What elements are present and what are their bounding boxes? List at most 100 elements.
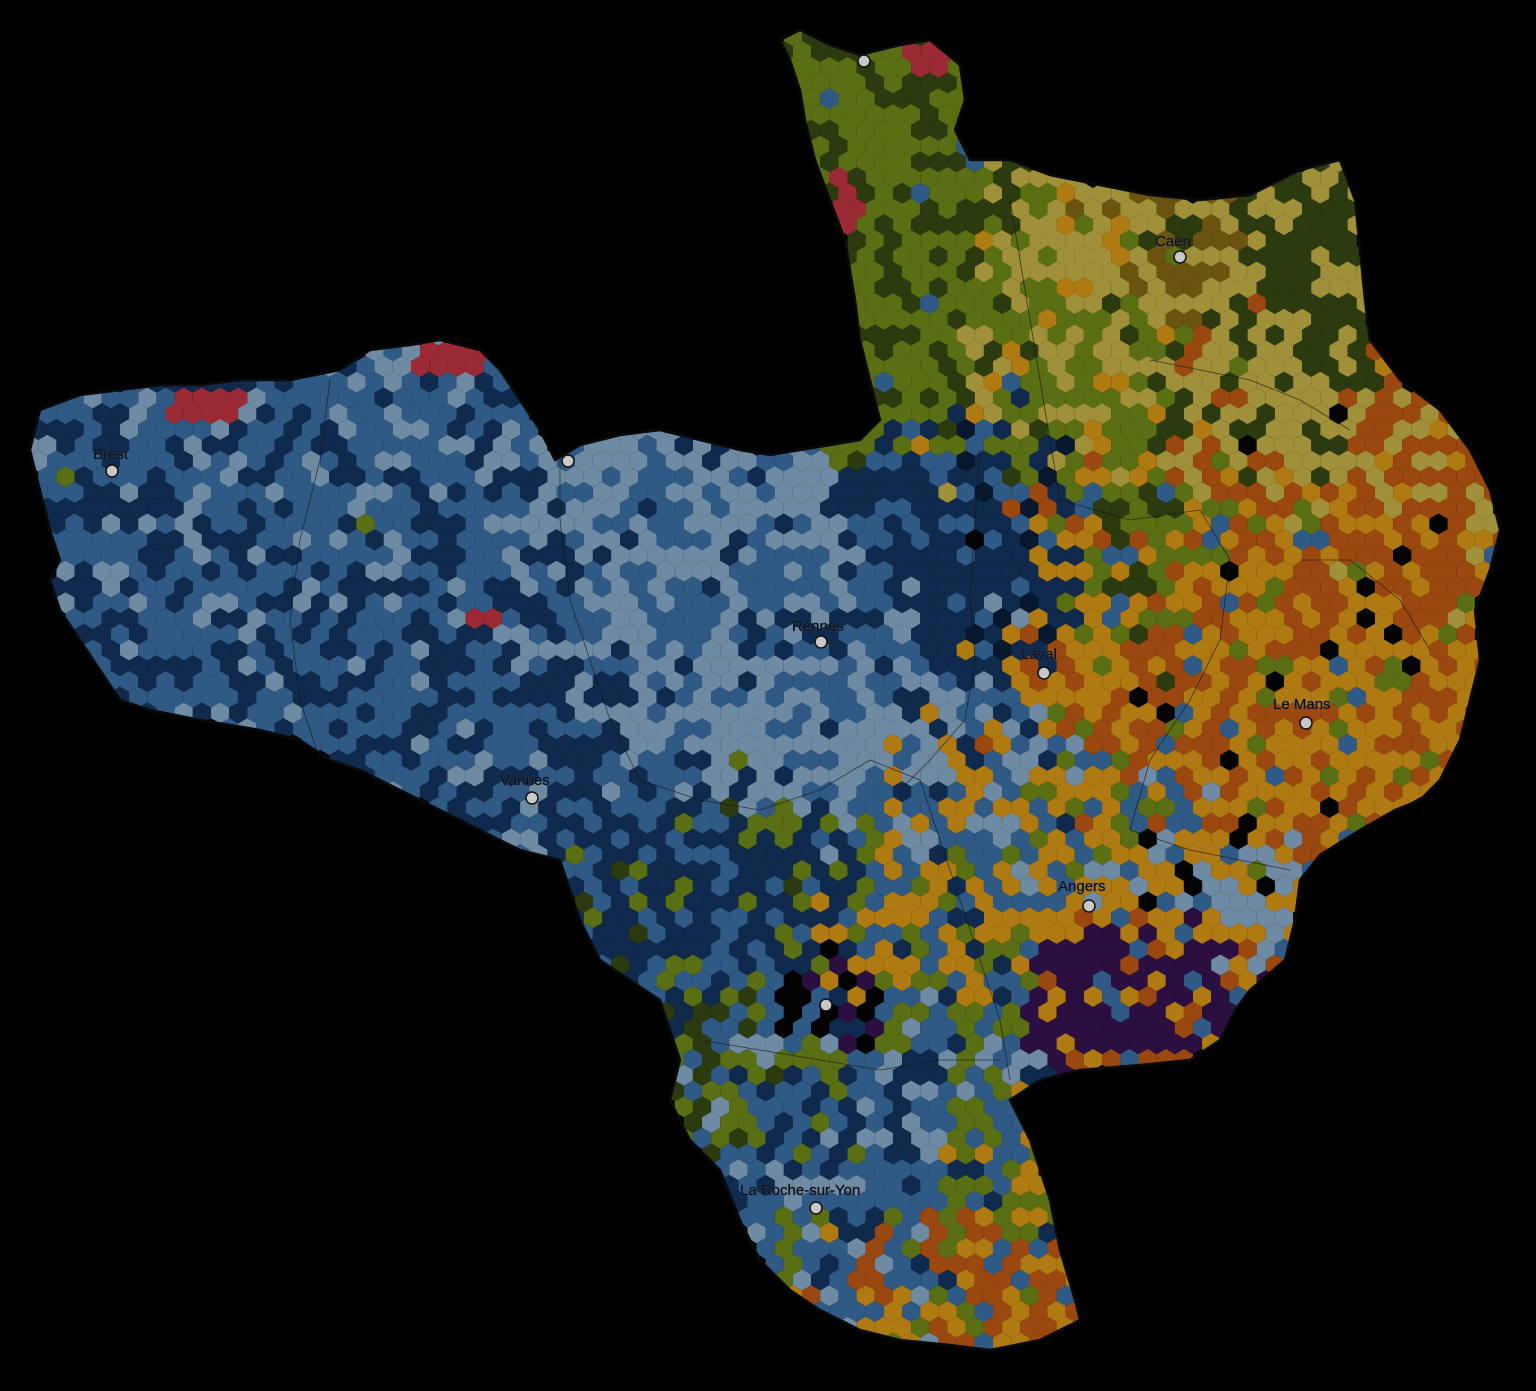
hex-cell <box>929 655 948 677</box>
unlabeled-city-dot[interactable] <box>561 454 575 468</box>
city-marker-caen[interactable]: Caen <box>1155 233 1191 264</box>
hex-cell <box>1156 797 1175 818</box>
hex-cell <box>220 529 239 551</box>
hex-cell <box>792 1206 812 1228</box>
hex-cell <box>1393 734 1412 755</box>
hex-cell <box>847 513 866 535</box>
hex-cell <box>301 513 321 535</box>
hex-cell <box>993 1112 1012 1133</box>
hex-cell <box>1147 592 1166 614</box>
city-marker-rennes[interactable]: Rennes <box>792 618 844 649</box>
hex-cell <box>1047 702 1066 724</box>
hex-cell <box>874 686 893 708</box>
unlabeled-city-dot[interactable] <box>819 998 833 1012</box>
city-marker-brest[interactable]: Brest <box>93 446 129 478</box>
city-marker-angers[interactable]: Angers <box>1058 878 1106 913</box>
hex-cell <box>1038 1316 1057 1338</box>
hex-cell <box>592 671 612 692</box>
hex-cell <box>501 419 521 440</box>
hex-cell <box>947 151 966 173</box>
hex-cell <box>1202 781 1221 803</box>
hex-cell <box>1438 592 1457 614</box>
hex-cell <box>620 749 639 771</box>
hex-cell <box>1220 781 1239 803</box>
hex-cell <box>1011 1017 1030 1039</box>
hex-cell <box>874 277 893 299</box>
hex-cell <box>1147 214 1166 236</box>
hex-cell <box>1102 198 1121 220</box>
hex-cell <box>283 387 302 409</box>
hex-cell <box>1129 781 1148 803</box>
hex-cell <box>1374 765 1394 787</box>
city-dot <box>105 464 119 478</box>
city-marker-vannes[interactable]: Vannes <box>500 772 550 805</box>
hex-cell <box>965 938 984 960</box>
hex-cell <box>183 403 202 425</box>
hex-cell <box>1174 482 1193 503</box>
hex-cell <box>920 293 939 314</box>
hex-cell <box>483 671 502 692</box>
hex-cell <box>292 434 311 456</box>
hex-cell <box>565 686 584 708</box>
hex-cell <box>129 655 148 677</box>
hex-cell <box>383 497 402 519</box>
unlabeled-city-dot[interactable] <box>857 54 871 68</box>
hex-cell <box>683 1080 702 1102</box>
hex-cell <box>311 403 330 425</box>
hex-cell <box>1138 923 1157 944</box>
city-marker-la-roche-sur-yon[interactable]: La Roche-sur-Yon <box>740 1182 861 1215</box>
hex-cell <box>1202 340 1221 362</box>
hex-cell <box>1384 623 1403 645</box>
hex-cell <box>1165 277 1184 299</box>
hex-cell <box>110 655 130 677</box>
hex-cell <box>729 1033 748 1055</box>
hex-cell <box>1284 828 1303 850</box>
city-marker-laval[interactable]: Laval <box>1021 646 1057 680</box>
hex-cell <box>247 419 266 440</box>
hex-cell <box>1047 891 1066 913</box>
hex-cell <box>1083 576 1103 598</box>
hex-cell <box>929 718 948 740</box>
hex-cell <box>938 1143 957 1165</box>
hex-cell <box>583 907 602 929</box>
hex-cell <box>256 560 275 582</box>
hex-cell <box>583 592 602 614</box>
hex-cell <box>110 434 130 456</box>
hex-cell <box>1102 639 1121 661</box>
hex-cell <box>1056 182 1075 204</box>
hex-cell <box>974 765 993 787</box>
hex-cell <box>1093 308 1112 330</box>
hex-cell <box>474 592 493 614</box>
hex-cell <box>192 545 211 566</box>
hex-cell <box>920 1017 939 1039</box>
hex-cell <box>1111 214 1130 236</box>
hex-cell <box>993 1238 1012 1259</box>
hex-cell <box>738 797 757 818</box>
hex-cell <box>438 529 457 551</box>
department-border <box>1149 359 1351 431</box>
hex-cell <box>1165 529 1184 551</box>
hex-cell <box>1102 482 1121 503</box>
hex-cell <box>929 1033 948 1055</box>
hex-cell <box>1183 875 1203 897</box>
hex-cell <box>965 308 984 330</box>
hex-cell <box>993 1175 1012 1196</box>
hex-cell <box>865 954 884 976</box>
hex-cell <box>1056 1285 1075 1307</box>
hex-cell <box>1029 639 1048 661</box>
hex-cell <box>947 1096 966 1118</box>
hex-cell <box>956 387 975 409</box>
hex-cell <box>1311 686 1330 708</box>
hex-cell <box>1020 1159 1039 1181</box>
hex-cell <box>974 261 993 283</box>
hex-cell <box>538 734 557 755</box>
hex-cell <box>974 167 993 188</box>
hex-cell <box>792 513 812 535</box>
hex-cell <box>947 1001 966 1023</box>
hex-cell <box>947 1033 966 1055</box>
city-marker-le-mans[interactable]: Le Mans <box>1273 696 1331 730</box>
hex-cell <box>65 576 84 598</box>
hex-cell <box>511 434 530 456</box>
